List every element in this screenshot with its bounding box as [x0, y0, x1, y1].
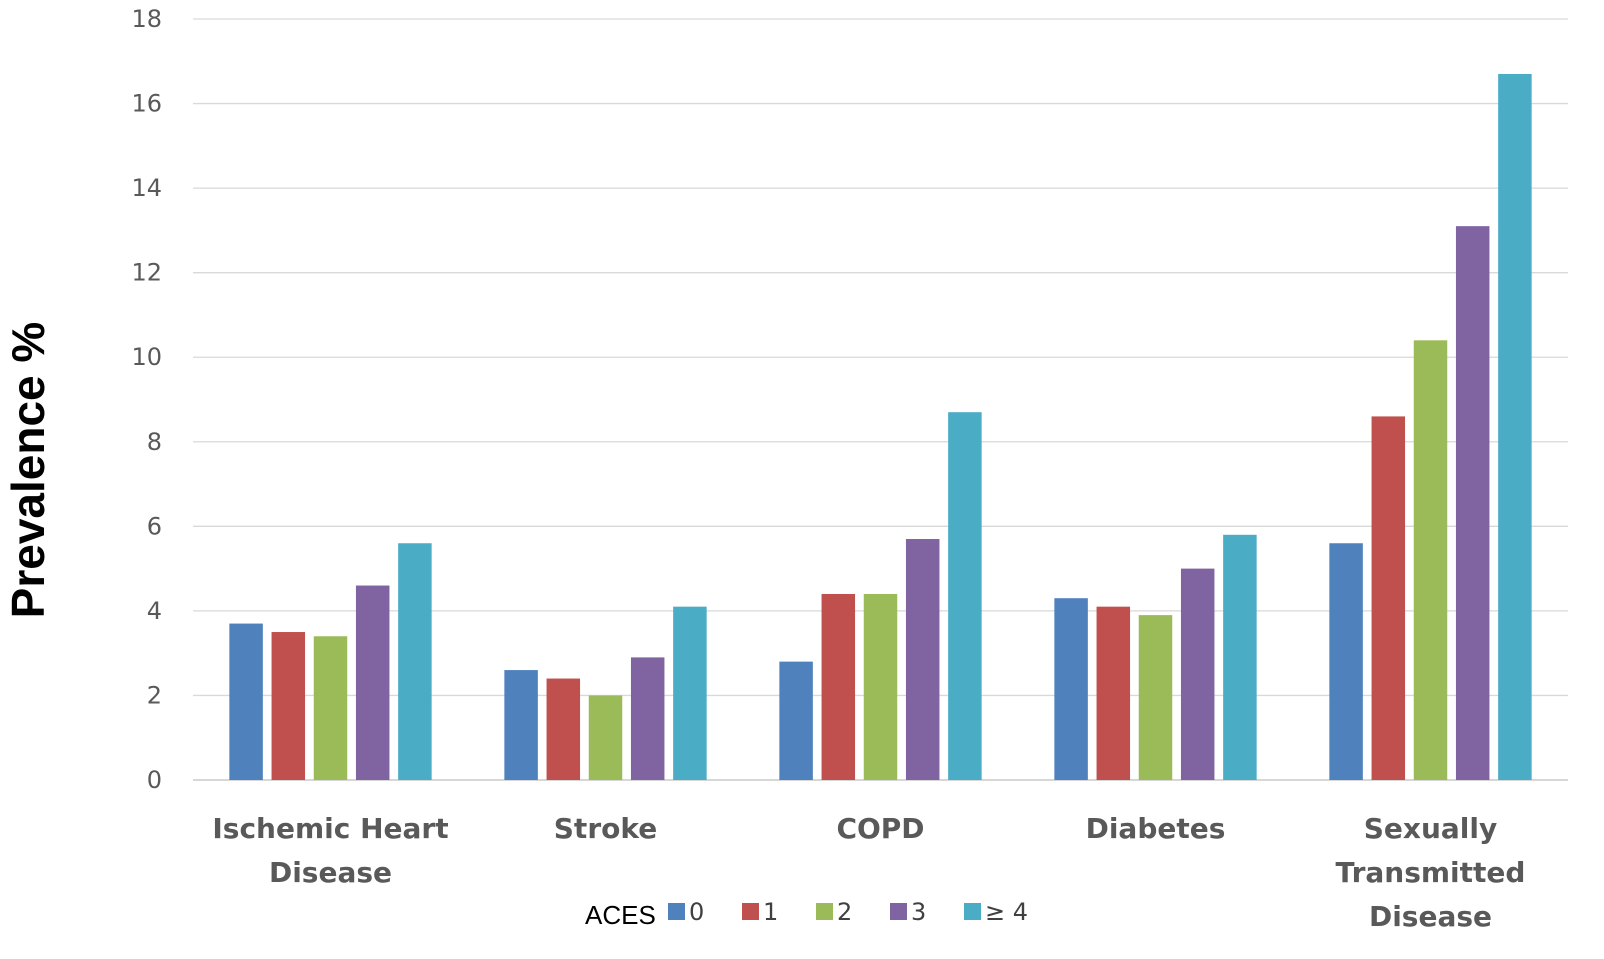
bar: [821, 593, 856, 780]
bar: [673, 606, 707, 780]
bar: [1498, 73, 1532, 780]
x-category-labels: Ischemic Heart Disease Stroke COPD Diabetes S…: [212, 812, 1525, 933]
bar: [504, 670, 538, 780]
bar: [1054, 598, 1088, 780]
bar: [1413, 340, 1448, 780]
bar: [1223, 534, 1257, 780]
bar: [948, 412, 982, 780]
y-tick-label: 16: [131, 90, 162, 118]
x-category-label: Diabetes: [1086, 812, 1226, 845]
legend-swatch: [964, 903, 981, 920]
y-tick-label: 4: [147, 597, 162, 625]
y-tick-label: 0: [147, 766, 162, 794]
bar: [1371, 416, 1406, 780]
bar: [271, 632, 306, 780]
y-tick-label: 10: [131, 343, 162, 371]
y-tick-labels: 0 2 4 6 8 10 12 14 16 18: [131, 5, 162, 794]
bar: [546, 678, 581, 780]
y-tick-label: 12: [131, 259, 162, 287]
legend-swatch: [668, 903, 685, 920]
y-tick-label: 2: [147, 681, 162, 709]
legend-label: 2: [837, 898, 852, 926]
legend: ACES 0 1 2 3 ≥ 4: [585, 898, 1028, 930]
x-category-label: COPD: [836, 812, 924, 845]
bar: [630, 657, 665, 780]
bar: [355, 585, 390, 780]
y-tick-label: 8: [147, 428, 162, 456]
x-category-label: Ischemic Heart Disease: [212, 812, 448, 889]
bar: [1096, 606, 1131, 780]
legend-swatch: [816, 903, 833, 920]
bar: [779, 661, 813, 780]
bar: [1329, 543, 1363, 780]
y-tick-label: 18: [131, 5, 162, 33]
legend-label: 1: [763, 898, 778, 926]
bar: [1455, 226, 1490, 780]
bar: [1138, 615, 1173, 780]
legend-label: 3: [911, 898, 926, 926]
bar: [588, 695, 623, 780]
bar: [905, 539, 940, 780]
bar: [863, 593, 898, 780]
bar: [313, 636, 348, 780]
x-category-label: Sexually Transmitted Disease: [1336, 812, 1526, 933]
bars: [229, 73, 1532, 780]
y-tick-label: 14: [131, 174, 162, 202]
bar: [398, 543, 432, 780]
x-category-label: Stroke: [554, 812, 657, 845]
y-axis-title: Prevalence %: [2, 322, 54, 619]
y-tick-label: 6: [147, 512, 162, 540]
bar: [229, 623, 263, 780]
legend-label: 0: [689, 898, 704, 926]
legend-title: ACES: [585, 900, 656, 930]
legend-label: ≥ 4: [985, 898, 1028, 926]
bar: [1180, 568, 1215, 780]
legend-swatch: [742, 903, 759, 920]
legend-swatch: [890, 903, 907, 920]
